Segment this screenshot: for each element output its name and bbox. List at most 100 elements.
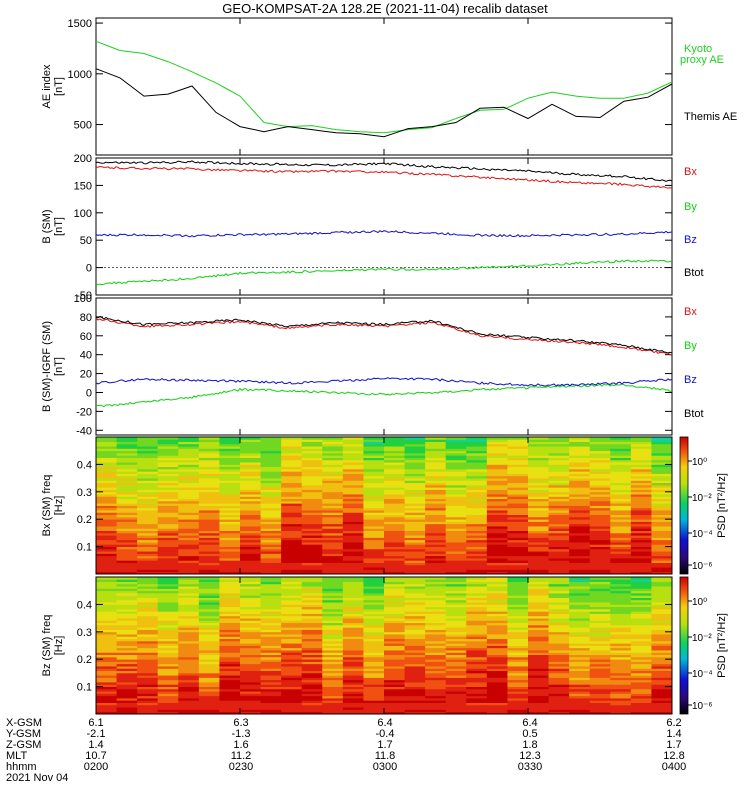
bzspec-cell — [651, 583, 673, 587]
bxspec-cell — [425, 462, 447, 465]
bxspec-cell — [322, 498, 344, 502]
bzspec-cell — [157, 682, 179, 685]
bzspec-cell — [198, 695, 220, 699]
bzspec-cell — [486, 704, 508, 708]
bzspec-cell — [198, 670, 220, 674]
bzspec-cell — [486, 638, 508, 642]
bzspec-cell — [281, 592, 303, 596]
bzspec-cell — [384, 638, 405, 642]
bzspec-cell — [486, 688, 508, 692]
bzspec-cell — [219, 622, 241, 626]
bxspec-cell — [507, 443, 529, 447]
bxspec-cell — [548, 448, 570, 452]
bxspec-cell — [404, 567, 426, 570]
bxspec-cell — [466, 537, 488, 541]
bzspec-cell — [219, 656, 241, 660]
bzspec-cell — [610, 611, 632, 614]
bzspec-cell — [198, 638, 220, 642]
bxspec-cell — [260, 537, 282, 541]
bxspec-cell — [281, 482, 303, 486]
bxspec-cell — [466, 462, 488, 465]
bzspec-cell — [281, 675, 303, 678]
bxspec-cell — [445, 558, 467, 561]
bxspec-cell — [404, 526, 426, 529]
bxspec-cell — [178, 512, 200, 516]
bxspec-cell — [528, 551, 549, 554]
bxspec-cell — [630, 457, 652, 461]
bxspec-cell — [137, 523, 159, 527]
bzspec-cell — [116, 647, 138, 651]
bxspec-cell — [342, 535, 364, 538]
bzspec-cell — [240, 599, 261, 603]
bzspec-cell — [342, 631, 364, 635]
bzspec-cell — [178, 704, 200, 708]
bzspec-cell — [445, 684, 467, 687]
bzspec-cell — [281, 666, 303, 669]
bxspec-cell — [466, 560, 488, 563]
bzspec-cell — [486, 595, 508, 598]
bxspec-cell — [651, 452, 673, 456]
bzspec-cell — [486, 606, 508, 610]
bzspec-cell — [219, 618, 241, 621]
bxspec-cell — [384, 571, 405, 575]
bxspec-cell — [610, 489, 632, 493]
bxspec-cell — [569, 523, 591, 527]
bxspec-cell — [548, 437, 570, 440]
bzspec-cell — [260, 583, 282, 587]
bxspec-cell — [219, 564, 241, 568]
bxspec-cell — [96, 510, 117, 513]
bxspec-cell — [342, 516, 364, 520]
bzspec-cell — [301, 597, 323, 601]
bzspec-cell — [322, 615, 344, 619]
bxspec-cell — [116, 528, 138, 532]
bxspec-cell — [198, 548, 220, 552]
bzspec-cell — [528, 698, 549, 701]
bzspec-cell — [219, 672, 241, 676]
bxspec-cell — [589, 546, 611, 550]
bzspec-cell — [651, 602, 673, 605]
bzspec-cell — [96, 686, 117, 690]
bzspec-cell — [178, 611, 200, 614]
bxspec-cell — [137, 455, 159, 458]
bzspec-cell — [322, 620, 344, 624]
bzspec-cell — [178, 583, 200, 587]
bzspec-cell — [528, 577, 549, 580]
bzspec-cell — [342, 691, 364, 694]
bxspec-cell — [96, 498, 117, 502]
bxspec-cell — [569, 437, 591, 440]
bzspec-cell — [342, 629, 364, 633]
bzspec-cell — [281, 698, 303, 701]
bzspec-cell — [342, 597, 364, 601]
bxspec-cell — [486, 507, 508, 511]
bxspec-cell — [486, 567, 508, 570]
bxspec-cell — [260, 446, 282, 449]
bxspec-cell — [445, 532, 467, 536]
bxspec-cell — [301, 482, 323, 486]
bxspec-cell — [240, 452, 261, 456]
bxspec-cell — [569, 567, 591, 570]
bxspec-cell — [342, 487, 364, 490]
bxspec-cell — [445, 459, 467, 463]
bxspec-cell — [157, 496, 179, 500]
bzspec-cell — [322, 599, 344, 603]
bzspec-cell — [445, 595, 467, 598]
bzspec-cell — [610, 666, 632, 669]
dbsm-ytick-label: 80 — [80, 312, 92, 324]
bxspec-cell — [178, 464, 200, 468]
bxspec-cell — [198, 510, 220, 513]
bzspec-cell — [548, 622, 570, 626]
bxspec-cell — [198, 532, 220, 536]
bxspec-cell — [281, 475, 303, 479]
bxspec-cell — [219, 532, 241, 536]
bxspec-cell — [384, 546, 405, 550]
bzspec-cell — [178, 684, 200, 687]
bxspec-cell — [404, 503, 426, 506]
bzspec-cell — [281, 661, 303, 665]
bxspec-cell — [384, 441, 405, 445]
bxspec-cell — [116, 510, 138, 513]
bzspec-cell — [240, 638, 261, 642]
bxspec-cell — [404, 468, 426, 472]
bxspec-cell — [528, 562, 549, 566]
bzspec-cell — [507, 640, 529, 644]
bxspec-cell — [260, 532, 282, 536]
